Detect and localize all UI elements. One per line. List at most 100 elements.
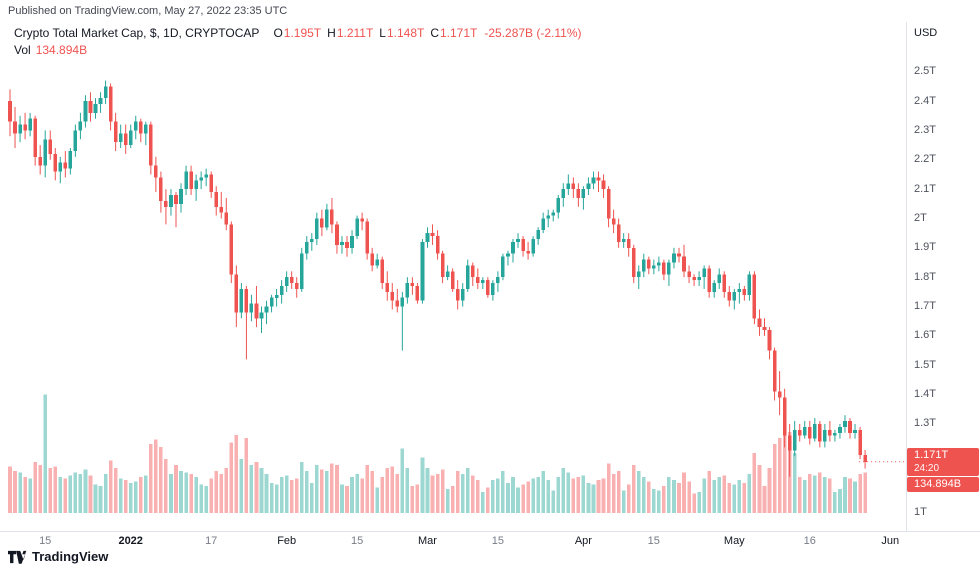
chart-legend[interactable]: Crypto Total Market Cap, $, 1D, CRYPTOCA… bbox=[14, 26, 582, 40]
volume-bar bbox=[767, 468, 772, 513]
volume-bar bbox=[566, 472, 571, 513]
candle-body bbox=[636, 271, 641, 278]
candle-body bbox=[239, 288, 244, 313]
candle-body bbox=[405, 283, 410, 298]
candle-body bbox=[475, 277, 480, 284]
volume-bar bbox=[214, 471, 219, 513]
volume-bar bbox=[797, 477, 802, 513]
candle-body bbox=[460, 288, 465, 301]
candle-body bbox=[169, 195, 173, 207]
symbol-title[interactable]: Crypto Total Market Cap, $, 1D, CRYPTOCA… bbox=[14, 26, 260, 40]
volume-legend[interactable]: Vol 134.894B bbox=[14, 43, 87, 57]
tradingview-link[interactable]: TradingView bbox=[8, 549, 108, 564]
volume-bar bbox=[174, 465, 178, 513]
volume-bar bbox=[279, 477, 284, 513]
candle-body bbox=[164, 200, 168, 207]
volume-bar bbox=[138, 477, 143, 513]
candle-body bbox=[863, 454, 867, 462]
volume-bar bbox=[144, 475, 148, 513]
candle-body bbox=[430, 233, 435, 237]
volume-bar bbox=[853, 481, 857, 513]
price-tick-label: 2.5T bbox=[914, 65, 937, 78]
volume-bar bbox=[551, 490, 556, 513]
candle-body bbox=[209, 174, 213, 193]
open-value: 1.195T bbox=[283, 26, 322, 40]
high-label: H bbox=[327, 26, 336, 40]
candle-body bbox=[782, 397, 787, 436]
time-tick-label: 15 bbox=[491, 535, 505, 547]
candle-body bbox=[496, 277, 500, 284]
volume-bar bbox=[682, 472, 686, 513]
volume-bar bbox=[657, 490, 661, 513]
volume-bar bbox=[687, 481, 691, 513]
volume-bar bbox=[702, 478, 706, 513]
volume-bar bbox=[83, 469, 88, 513]
volume-bar bbox=[28, 478, 32, 513]
close-label: C bbox=[430, 26, 439, 40]
volume-bar bbox=[556, 477, 561, 513]
volume-bar bbox=[677, 483, 681, 513]
volume-bar bbox=[98, 486, 103, 513]
candle-body bbox=[83, 101, 88, 122]
volume-bar bbox=[813, 475, 817, 513]
volume-bar bbox=[606, 463, 611, 513]
candle-body bbox=[279, 286, 284, 295]
volume-bar bbox=[350, 477, 354, 513]
candle-body bbox=[365, 221, 369, 254]
time-tick-label: 15 bbox=[350, 535, 364, 547]
candle-body bbox=[174, 195, 178, 204]
price-tick-label: 1.4T bbox=[914, 388, 937, 401]
volume-bar bbox=[63, 478, 68, 513]
volume-bar bbox=[390, 466, 395, 513]
volume-bar bbox=[777, 438, 782, 513]
candle-body bbox=[757, 318, 762, 328]
price-tick-label: 1.6T bbox=[914, 329, 937, 342]
candle-body bbox=[531, 239, 535, 254]
volume-bar bbox=[159, 447, 163, 513]
volume-bar bbox=[772, 444, 777, 513]
volume-bar bbox=[707, 471, 711, 513]
change-value: -25.287B (-2.11%) bbox=[484, 26, 582, 40]
volume-bar bbox=[863, 472, 867, 513]
volume-bar bbox=[647, 481, 651, 513]
candle-body bbox=[33, 118, 37, 157]
candle-body bbox=[767, 330, 772, 351]
volume-bar bbox=[626, 484, 631, 513]
time-tick-label: May bbox=[723, 535, 745, 547]
volume-bar bbox=[219, 474, 224, 513]
price-tick-label: 2.4T bbox=[914, 94, 937, 107]
candle-body bbox=[294, 283, 299, 289]
volume-bar bbox=[355, 474, 359, 513]
volume-bar bbox=[611, 474, 616, 513]
volume-bar bbox=[591, 484, 596, 513]
candle-body bbox=[491, 283, 495, 295]
volume-bar bbox=[496, 478, 500, 513]
volume-bar bbox=[304, 471, 309, 513]
volume-label: Vol bbox=[14, 43, 31, 57]
candle-body bbox=[264, 306, 269, 313]
price-tick-label: 2.1T bbox=[914, 182, 937, 195]
volume-bar bbox=[194, 477, 198, 513]
volume-bar bbox=[425, 468, 430, 513]
price-tick-label: 1T bbox=[914, 505, 927, 518]
candle-body bbox=[631, 247, 636, 278]
candle-body bbox=[88, 101, 93, 113]
candle-body bbox=[853, 429, 857, 433]
volume-bar bbox=[113, 468, 118, 513]
candle-body bbox=[8, 101, 12, 122]
volume-bar bbox=[737, 480, 742, 513]
candle-body bbox=[828, 429, 832, 436]
volume-bar bbox=[284, 475, 289, 513]
candle-body bbox=[586, 183, 591, 190]
volume-bar bbox=[264, 474, 269, 513]
volume-bar bbox=[652, 489, 656, 513]
candle-body bbox=[833, 432, 837, 436]
time-axis[interactable]: 15 2022 17 Feb 15 Mar 15 Apr 15 May 16 Jun bbox=[0, 533, 980, 551]
candle-body bbox=[93, 104, 98, 113]
candle-body bbox=[807, 426, 812, 439]
candle-body bbox=[787, 435, 792, 451]
candle-body bbox=[506, 253, 510, 257]
candle-body bbox=[274, 294, 279, 298]
volume-bar bbox=[732, 484, 737, 513]
